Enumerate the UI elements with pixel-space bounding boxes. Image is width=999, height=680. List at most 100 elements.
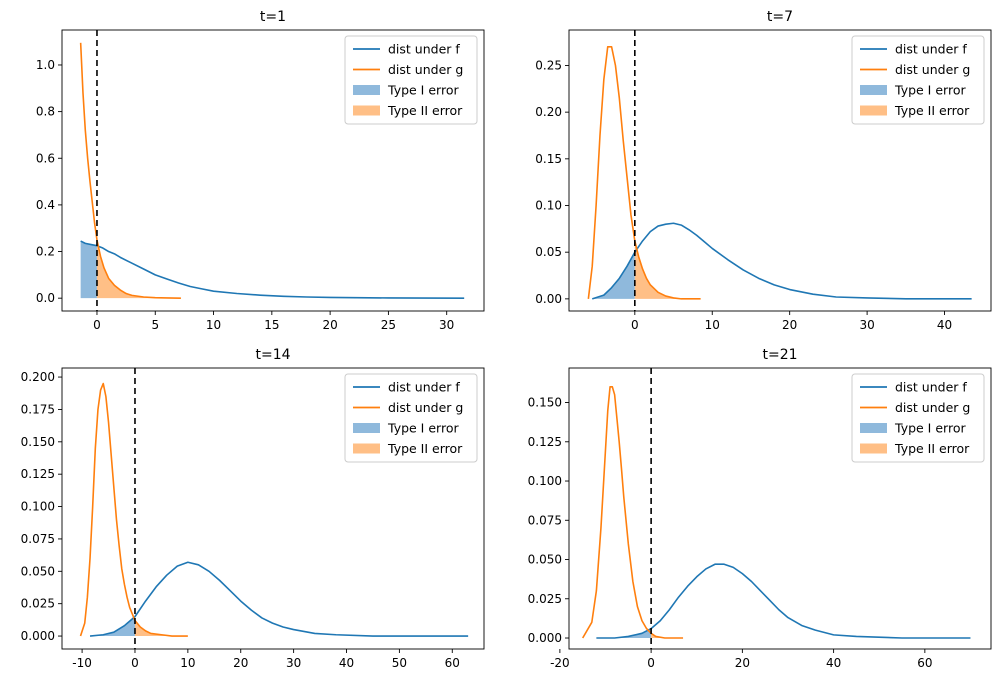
series-line-g [587, 45, 701, 300]
legend-label: dist under g [895, 400, 970, 415]
series-line-f [89, 561, 469, 637]
y-tick-label: 0.050 [21, 564, 55, 578]
legend-label: Type II error [387, 441, 463, 456]
x-tick-label: 40 [826, 656, 841, 670]
y-tick-label: 0.8 [36, 105, 55, 119]
x-tick-label: 0 [131, 656, 139, 670]
subplot-4: -20 0 20 40 60 0.000 0.025 0.050 0.075 0.100 0.125… [528, 347, 992, 670]
x-tick-label: 10 [206, 318, 221, 332]
y-tick-label: 0.025 [21, 597, 55, 611]
y-tick-label: 0.15 [535, 152, 562, 166]
legend-patch-swatch [353, 85, 380, 95]
x-tick-label: -10 [72, 656, 92, 670]
legend: dist under f dist under g Type I error Type… [851, 373, 985, 463]
subplot-title: t=1 [260, 9, 286, 25]
x-tick-label: 20 [322, 318, 337, 332]
series-line-g [79, 42, 181, 299]
legend: dist under f dist under g Type I error Type… [851, 35, 985, 125]
type-i-error-area [90, 616, 135, 637]
type-i-error-area [596, 628, 652, 639]
x-tick-label: 30 [859, 318, 874, 332]
legend-label: dist under f [388, 42, 460, 57]
x-tick-label: 0 [93, 318, 101, 332]
legend-label: Type II error [387, 103, 463, 118]
plot-area [587, 45, 972, 300]
type-ii-error-area [96, 239, 181, 299]
legend-label: dist under g [388, 400, 463, 415]
y-tick-label: 0.125 [21, 467, 55, 481]
legend-label: dist under g [388, 62, 463, 77]
subplot-title: t=7 [767, 9, 793, 25]
series-line-g [581, 386, 684, 639]
subplot-title: t=14 [255, 347, 290, 363]
y-tick-label: 0.200 [21, 370, 55, 384]
x-tick-label: 30 [439, 318, 454, 332]
axes-frame [568, 367, 992, 650]
legend: dist under f dist under g Type I error Type… [344, 35, 478, 125]
y-tick-label: 0.100 [528, 474, 562, 488]
x-tick-label: 20 [233, 656, 248, 670]
legend-label: Type II error [894, 441, 970, 456]
legend-box [851, 373, 985, 463]
subplot-3: -10 0 10 20 30 40 50 60 0.000 0.025 0.050 0.075 0.10… [21, 347, 485, 670]
y-tick-label: 0.2 [36, 245, 55, 259]
x-tick-label: 0 [631, 318, 639, 332]
y-tick-label: 0.125 [528, 435, 562, 449]
axes-frame [61, 29, 485, 312]
x-tick-label: 15 [264, 318, 279, 332]
subplot-title: t=21 [762, 347, 797, 363]
y-tick-label: 1.0 [36, 58, 55, 72]
legend-box [344, 35, 478, 125]
x-tick-label: 20 [782, 318, 797, 332]
type-ii-error-area [651, 633, 684, 639]
legend-patch-swatch [860, 105, 887, 116]
legend-label: Type I error [894, 421, 966, 436]
series-line-f [596, 563, 971, 639]
x-tick-label: 10 [705, 318, 720, 332]
x-tick-label: -20 [550, 656, 570, 670]
x-tick-label: 10 [180, 656, 195, 670]
x-tick-label: 60 [917, 656, 932, 670]
legend-patch-swatch [353, 423, 380, 433]
legend-patch-swatch [353, 443, 380, 454]
y-tick-label: 0.100 [21, 500, 55, 514]
series-line-f [591, 222, 972, 300]
series-line-g [79, 382, 188, 637]
legend-patch-swatch [860, 443, 887, 454]
legend-label: dist under f [895, 42, 967, 57]
legend-patch-swatch [860, 423, 887, 433]
y-tick-label: 0.10 [535, 199, 562, 213]
y-tick-label: 0.6 [36, 151, 55, 165]
legend-box [344, 373, 478, 463]
x-tick-label: 40 [339, 656, 354, 670]
type-i-error-area [592, 252, 635, 299]
y-tick-label: 0.025 [528, 592, 562, 606]
y-tick-label: 0.075 [528, 513, 562, 527]
legend-label: dist under f [895, 380, 967, 395]
y-tick-label: 0.4 [36, 198, 55, 212]
axes-frame [568, 29, 992, 312]
y-tick-label: 0.050 [528, 553, 562, 567]
legend-label: Type I error [894, 83, 966, 98]
legend-patch-swatch [860, 85, 887, 95]
x-tick-label: 0 [647, 656, 655, 670]
legend-box [851, 35, 985, 125]
axes-frame [61, 367, 485, 650]
type-i-error-area [80, 241, 97, 299]
legend-label: dist under f [388, 380, 460, 395]
x-tick-label: 40 [937, 318, 952, 332]
y-tick-label: 0.20 [535, 105, 562, 119]
legend-label: Type II error [894, 103, 970, 118]
y-tick-label: 0.000 [528, 631, 562, 645]
subplot-1: 0 5 10 15 20 25 30 0.0 0.2 0.4 0.6 0.8 1.0 t=1 dist un… [36, 9, 485, 332]
type-ii-error-area [634, 240, 701, 299]
plot-area [79, 42, 465, 299]
legend-label: Type I error [387, 83, 459, 98]
plot-area [581, 386, 971, 639]
x-tick-label: 25 [381, 318, 396, 332]
legend: dist under f dist under g Type I error Type… [344, 373, 478, 463]
series-line-f [80, 240, 465, 299]
y-tick-label: 0.000 [21, 629, 55, 643]
subplot-2: 0 10 20 30 40 0.00 0.05 0.10 0.15 0.20 0.25 t=7 dist… [535, 9, 992, 332]
